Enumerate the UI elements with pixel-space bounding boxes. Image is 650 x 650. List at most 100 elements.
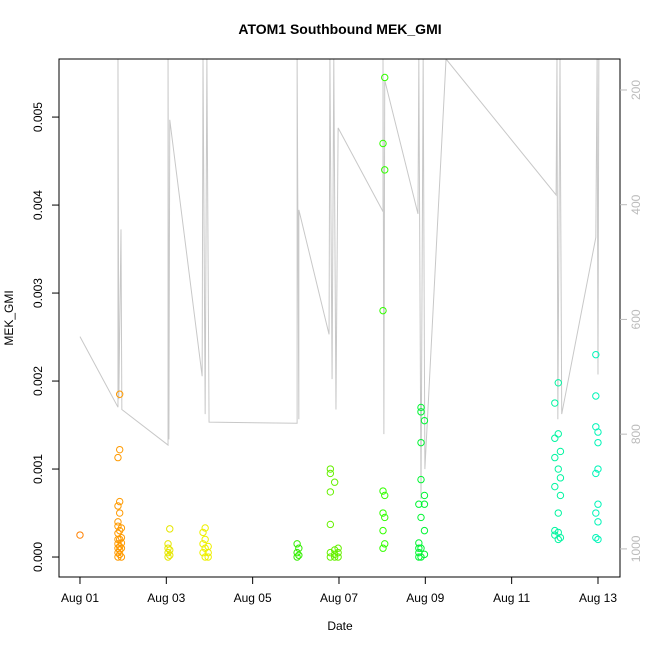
- data-point: [379, 487, 387, 495]
- data-point: [556, 491, 565, 500]
- data-point: [115, 542, 124, 551]
- data-point: [594, 535, 602, 544]
- data-point: [293, 553, 301, 561]
- data-point: [115, 509, 124, 517]
- y-tick-label: 0.001: [31, 454, 45, 484]
- data-point: [117, 544, 126, 552]
- data-point: [551, 453, 559, 462]
- y2-tick-label: 800: [629, 424, 643, 444]
- data-point: [554, 465, 562, 473]
- y-axis-label: MEK_GMI: [2, 290, 16, 345]
- data-point: [420, 416, 429, 425]
- data-point: [554, 535, 562, 544]
- data-point: [204, 553, 212, 561]
- data-point: [164, 553, 172, 561]
- y-tick-label: 0.004: [31, 190, 45, 220]
- data-point: [556, 474, 565, 482]
- data-point: [556, 447, 565, 456]
- data-point: [334, 544, 342, 552]
- x-tick-label: Aug 09: [406, 591, 444, 605]
- data-point: [554, 509, 562, 517]
- data-point: [76, 531, 84, 539]
- data-point: [417, 544, 425, 552]
- data-point: [379, 544, 387, 552]
- data-point: [326, 488, 335, 496]
- data-point: [594, 500, 602, 508]
- data-point: [381, 166, 389, 174]
- data-point: [330, 478, 339, 486]
- data-point: [554, 379, 562, 387]
- data-point: [594, 465, 602, 473]
- data-point: [326, 465, 335, 473]
- data-point: [554, 430, 562, 438]
- y-tick-label: 0.002: [31, 366, 45, 396]
- data-point: [420, 526, 429, 535]
- data-point: [201, 535, 209, 544]
- data-point: [117, 524, 126, 532]
- x-tick-label: Aug 13: [579, 591, 617, 605]
- data-point: [114, 453, 122, 462]
- data-point: [556, 533, 565, 542]
- data-point: [295, 551, 303, 559]
- y2-tick-label: 200: [629, 80, 643, 100]
- data-point: [379, 509, 387, 517]
- data-point: [592, 533, 600, 542]
- data-point: [334, 553, 342, 561]
- data-point: [115, 390, 124, 398]
- data-point: [592, 509, 600, 517]
- data-point: [117, 539, 126, 547]
- data-point: [204, 542, 212, 551]
- data-point: [592, 469, 600, 478]
- data-point: [551, 526, 559, 535]
- data-point: [417, 403, 425, 412]
- y2-tick-label: 1000: [629, 535, 643, 562]
- y-tick-label: 0.003: [31, 278, 45, 308]
- data-point: [379, 526, 387, 535]
- data-point: [117, 553, 126, 561]
- data-point: [420, 500, 429, 508]
- data-point: [417, 513, 425, 522]
- data-point: [166, 546, 174, 554]
- data-point: [117, 533, 126, 542]
- data-point: [166, 525, 174, 533]
- chart-title: ATOM1 Southbound MEK_GMI: [238, 21, 441, 37]
- x-tick-label: Aug 03: [147, 591, 185, 605]
- data-point: [114, 518, 122, 526]
- data-point: [594, 518, 602, 526]
- x-axis-label: Date: [327, 619, 353, 633]
- y-tick-label: 0.005: [31, 102, 45, 132]
- y2-tick-label: 600: [629, 309, 643, 329]
- pressure-line: [79, 59, 600, 499]
- y2-tick-label: 400: [629, 194, 643, 214]
- data-point: [381, 540, 389, 548]
- data-point: [592, 392, 600, 400]
- point-layer: [76, 73, 602, 561]
- data-point: [551, 399, 559, 407]
- data-point: [417, 475, 425, 484]
- data-point: [420, 550, 429, 559]
- x-tick-label: Aug 11: [493, 591, 530, 605]
- data-point: [164, 544, 172, 552]
- data-point: [334, 548, 342, 557]
- data-point: [115, 445, 124, 454]
- data-point: [115, 497, 124, 506]
- data-point: [417, 408, 425, 416]
- data-point: [199, 548, 207, 557]
- x-tick-label: Aug 01: [61, 591, 99, 605]
- plot-frame: [58, 58, 621, 578]
- data-point: [415, 544, 423, 552]
- data-point: [594, 438, 602, 447]
- data-point: [114, 502, 122, 510]
- data-point: [199, 528, 207, 537]
- data-point: [379, 139, 387, 148]
- data-point: [594, 428, 602, 436]
- data-point: [326, 520, 335, 529]
- data-point: [415, 500, 423, 508]
- x-tick-label: Aug 05: [234, 591, 272, 605]
- data-point: [381, 491, 389, 500]
- data-point: [115, 535, 124, 544]
- data-point: [201, 524, 209, 532]
- data-point: [115, 546, 124, 554]
